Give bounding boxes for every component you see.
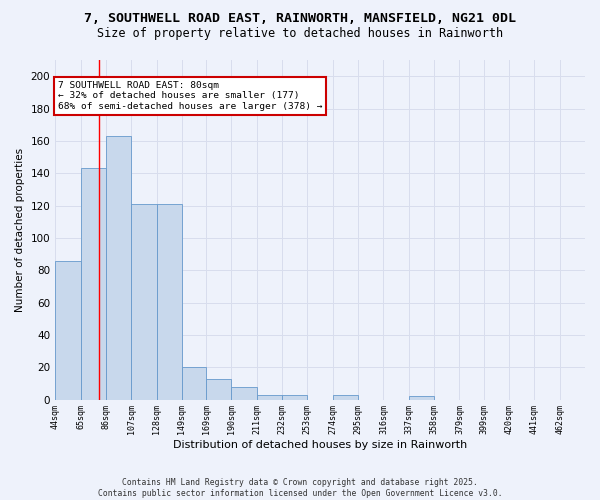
- X-axis label: Distribution of detached houses by size in Rainworth: Distribution of detached houses by size …: [173, 440, 467, 450]
- Bar: [55, 260, 80, 400]
- Bar: [232, 386, 257, 400]
- Text: 7 SOUTHWELL ROAD EAST: 80sqm
← 32% of detached houses are smaller (177)
68% of s: 7 SOUTHWELL ROAD EAST: 80sqm ← 32% of de…: [58, 81, 322, 111]
- Bar: [257, 394, 282, 400]
- Bar: [333, 394, 358, 400]
- Y-axis label: Number of detached properties: Number of detached properties: [15, 148, 25, 312]
- Text: Size of property relative to detached houses in Rainworth: Size of property relative to detached ho…: [97, 28, 503, 40]
- Bar: [409, 396, 434, 400]
- Bar: [106, 136, 131, 400]
- Bar: [157, 204, 182, 400]
- Bar: [80, 168, 106, 400]
- Text: 7, SOUTHWELL ROAD EAST, RAINWORTH, MANSFIELD, NG21 0DL: 7, SOUTHWELL ROAD EAST, RAINWORTH, MANSF…: [84, 12, 516, 26]
- Bar: [131, 204, 157, 400]
- Bar: [206, 378, 232, 400]
- Text: Contains HM Land Registry data © Crown copyright and database right 2025.
Contai: Contains HM Land Registry data © Crown c…: [98, 478, 502, 498]
- Bar: [282, 394, 307, 400]
- Bar: [182, 367, 206, 400]
